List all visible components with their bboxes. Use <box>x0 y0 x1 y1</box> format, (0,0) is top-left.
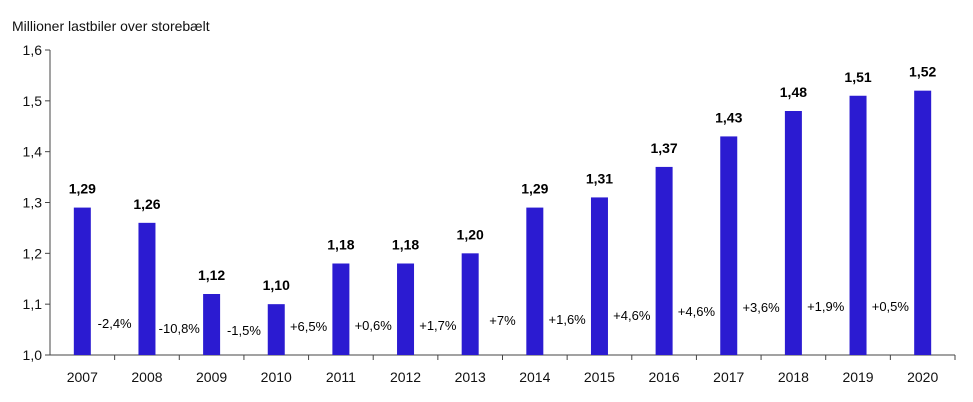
change-label: -1,5% <box>227 323 261 338</box>
x-tick-label: 2016 <box>649 369 680 385</box>
bars <box>73 90 932 356</box>
x-tick-label: 2015 <box>584 369 615 385</box>
y-tick-label: 1,5 <box>23 93 43 109</box>
x-tick-label: 2007 <box>67 369 98 385</box>
value-label: 1,48 <box>780 84 807 100</box>
x-tick-label: 2019 <box>842 369 873 385</box>
value-label: 1,37 <box>650 140 677 156</box>
x-tick-label: 2008 <box>131 369 162 385</box>
x-tick-label: 2018 <box>778 369 809 385</box>
change-label: +6,5% <box>290 319 328 334</box>
y-tick-label: 1,0 <box>23 347 43 363</box>
bar-2007 <box>73 207 91 355</box>
change-labels: -2,4% -10,8% -1,5% +6,5% +0,6% +1,7% +7% +1,6% +… <box>98 299 910 338</box>
value-label: 1,18 <box>392 237 419 253</box>
change-label: +7% <box>489 313 516 328</box>
value-label: 1,10 <box>263 277 290 293</box>
y-tick-label: 1,6 <box>23 42 43 58</box>
bar-2017 <box>720 136 738 355</box>
bar-2019 <box>849 95 867 355</box>
y-tick-label: 1,2 <box>23 245 43 261</box>
x-axis-ticks: 2007 2008 2009 2010 2011 2012 2013 2014 2015 2016… <box>67 355 956 385</box>
bar-2010 <box>267 304 285 355</box>
y-tick-label: 1,1 <box>23 296 43 312</box>
value-label: 1,51 <box>844 69 871 85</box>
value-label: 1,20 <box>457 226 484 242</box>
x-tick-label: 2013 <box>455 369 486 385</box>
x-tick-label: 2009 <box>196 369 227 385</box>
change-label: +1,9% <box>807 299 845 314</box>
bar-2009 <box>203 294 221 355</box>
bar-2011 <box>332 263 350 355</box>
bar-2020 <box>914 90 932 356</box>
change-label: +1,7% <box>419 318 457 333</box>
change-label: +0,5% <box>872 299 910 314</box>
change-label: +1,6% <box>549 312 587 327</box>
value-label: 1,29 <box>521 181 548 197</box>
bar-2008 <box>138 222 156 355</box>
change-label: -2,4% <box>98 316 132 331</box>
value-label: 1,26 <box>133 196 160 212</box>
x-tick-label: 2012 <box>390 369 421 385</box>
value-label: 1,31 <box>586 170 613 186</box>
x-tick-label: 2010 <box>261 369 292 385</box>
bar-2018 <box>784 111 802 355</box>
x-tick-label: 2011 <box>326 369 356 385</box>
change-label: +4,6% <box>613 308 651 323</box>
value-labels: 1,29 1,26 1,12 1,10 1,18 1,18 1,20 1,29 1,31 1,37… <box>69 64 937 293</box>
y-tick-label: 1,4 <box>23 144 43 160</box>
change-label: +4,6% <box>678 304 716 319</box>
bar-2014 <box>526 207 544 355</box>
y-axis-ticks: 1,0 1,1 1,2 1,3 1,4 1,5 1,6 <box>23 42 50 363</box>
change-label: +0,6% <box>355 318 393 333</box>
bar-2015 <box>590 197 608 355</box>
change-label: +3,6% <box>742 300 780 315</box>
value-label: 1,18 <box>327 237 354 253</box>
value-label: 1,52 <box>909 64 936 80</box>
value-label: 1,29 <box>69 181 96 197</box>
y-tick-label: 1,3 <box>23 195 43 211</box>
x-tick-label: 2020 <box>907 369 938 385</box>
x-tick-label: 2014 <box>519 369 550 385</box>
x-tick-label: 2017 <box>713 369 744 385</box>
value-label: 1,43 <box>715 109 742 125</box>
value-label: 1,12 <box>198 267 225 283</box>
bar-2012 <box>397 263 415 355</box>
bar-2013 <box>461 253 479 355</box>
bar-2016 <box>655 166 673 355</box>
y-axis-label: Millioner lastbiler over storebælt <box>12 18 210 34</box>
change-label: -10,8% <box>159 321 201 336</box>
